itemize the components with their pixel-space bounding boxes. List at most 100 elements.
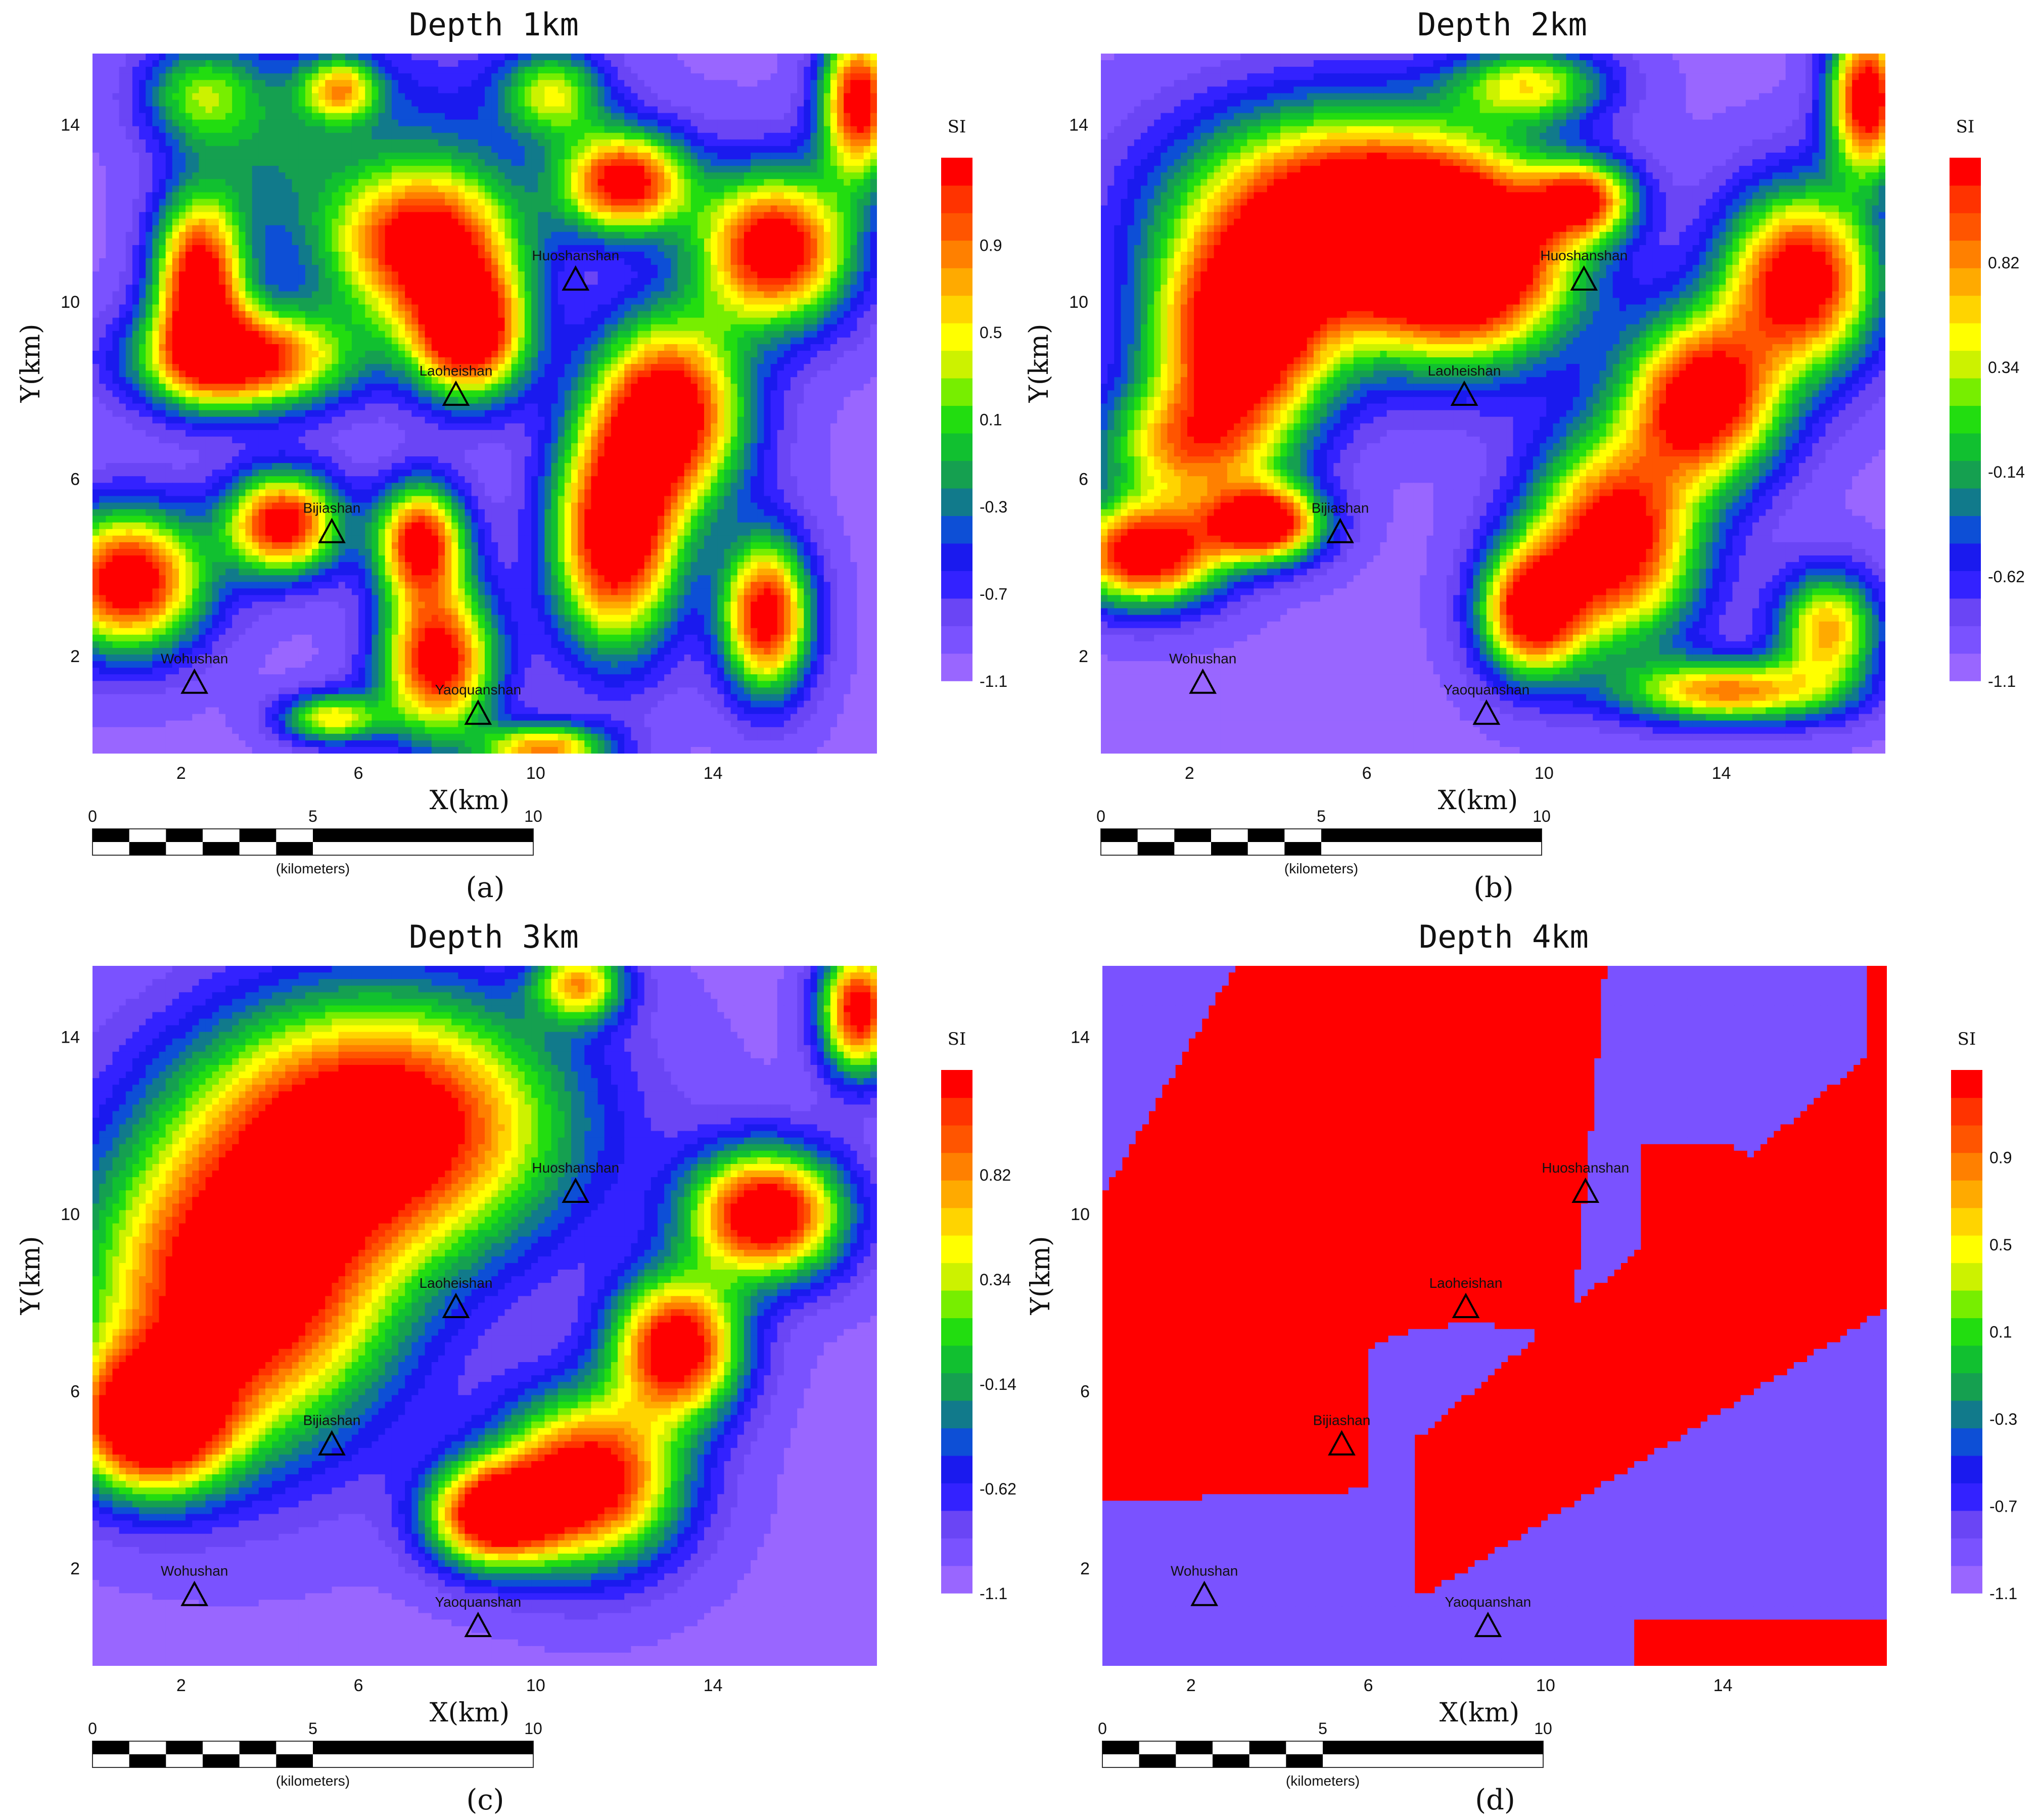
heatmap-cell — [431, 86, 439, 94]
heatmap-cell — [498, 60, 505, 67]
heatmap-cell — [717, 100, 725, 107]
heatmap-cell — [644, 199, 652, 206]
heatmap-cell — [212, 179, 219, 186]
heatmap-cell — [245, 132, 253, 140]
heatmap-cell — [99, 291, 107, 299]
heatmap-cell — [618, 238, 625, 246]
heatmap-cell — [292, 238, 299, 246]
heatmap-cell — [711, 311, 718, 318]
heatmap-cell — [584, 113, 592, 120]
heatmap-cell — [611, 199, 618, 206]
heatmap-cell — [724, 113, 731, 120]
heatmap-cell — [783, 231, 791, 239]
heatmap-cell — [292, 80, 299, 87]
heatmap-cell — [857, 298, 864, 305]
heatmap-cell — [591, 291, 598, 299]
heatmap-cell — [870, 291, 877, 299]
heatmap-cell — [531, 100, 539, 107]
heatmap-cell — [677, 231, 685, 239]
heatmap-cell — [870, 252, 877, 259]
heatmap-cell — [471, 205, 479, 213]
heatmap-cell — [478, 285, 485, 292]
heatmap-cell — [265, 265, 272, 272]
heatmap-cell — [418, 67, 426, 74]
heatmap-cell — [451, 185, 459, 193]
heatmap-cell — [618, 185, 625, 193]
heatmap-cell — [165, 80, 173, 87]
heatmap-cell — [225, 278, 233, 286]
heatmap-cell — [125, 80, 133, 87]
heatmap-cell — [491, 238, 499, 246]
heatmap-cell — [611, 146, 618, 153]
heatmap-cell — [618, 271, 625, 279]
heatmap-cell — [186, 331, 193, 338]
heatmap-cell — [265, 54, 272, 61]
heatmap-cell — [817, 166, 824, 173]
heatmap-cell — [737, 252, 745, 259]
heatmap-cell — [783, 278, 791, 286]
heatmap-cell — [604, 132, 612, 140]
heatmap-cell — [318, 132, 326, 140]
heatmap-cell — [378, 271, 386, 279]
heatmap-cell — [724, 298, 731, 305]
heatmap-cell — [411, 139, 419, 147]
heatmap-cell — [252, 100, 259, 107]
heatmap-cell — [485, 146, 492, 153]
heatmap-cell — [823, 119, 831, 127]
heatmap-cell — [850, 271, 858, 279]
heatmap-cell — [704, 199, 711, 206]
heatmap-cell — [385, 67, 392, 74]
heatmap-cell — [225, 132, 233, 140]
heatmap-cell — [624, 113, 632, 120]
heatmap-cell — [345, 324, 352, 332]
heatmap-cell — [112, 153, 120, 160]
heatmap-cell — [690, 113, 698, 120]
heatmap-cell — [478, 278, 485, 286]
heatmap-cell — [671, 258, 678, 265]
heatmap-cell — [325, 159, 333, 166]
heatmap-cell — [258, 159, 266, 166]
heatmap-cell — [551, 93, 559, 101]
heatmap-cell — [478, 113, 485, 120]
heatmap-cell — [465, 126, 472, 133]
heatmap-cell — [159, 199, 166, 206]
heatmap-cell — [870, 100, 877, 107]
heatmap-cell — [597, 225, 605, 232]
heatmap-cell — [106, 199, 113, 206]
heatmap-cell — [338, 252, 346, 259]
heatmap-cell — [119, 231, 126, 239]
heatmap-cell — [644, 153, 652, 160]
heatmap-cell — [92, 185, 100, 193]
heatmap-cell — [99, 199, 107, 206]
heatmap-cell — [345, 100, 352, 107]
heatmap-cell — [744, 54, 751, 61]
heatmap-cell — [764, 73, 771, 81]
heatmap-cell — [558, 86, 565, 94]
heatmap-cell — [265, 271, 272, 279]
heatmap-cell — [804, 67, 811, 74]
heatmap-cell — [844, 159, 851, 166]
heatmap-cell — [378, 291, 386, 299]
heatmap-cell — [192, 179, 200, 186]
heatmap-cell — [425, 86, 432, 94]
heatmap-cell — [192, 258, 200, 265]
heatmap-cell — [186, 199, 193, 206]
heatmap-cell — [724, 146, 731, 153]
heatmap-cell — [152, 153, 160, 160]
heatmap-cell — [690, 225, 698, 232]
heatmap-cell — [292, 153, 299, 160]
heatmap-cell — [172, 304, 179, 312]
heatmap-cell — [112, 80, 120, 87]
heatmap-cell — [351, 185, 359, 193]
heatmap-cell — [791, 311, 798, 318]
heatmap-cell — [425, 60, 432, 67]
heatmap-cell — [351, 139, 359, 147]
heatmap-cell — [186, 271, 193, 279]
heatmap-cell — [365, 93, 373, 101]
heatmap-cell — [398, 67, 405, 74]
heatmap-cell — [830, 304, 838, 312]
heatmap-cell — [624, 139, 632, 147]
heatmap-cell — [797, 304, 805, 312]
heatmap-cell — [146, 126, 153, 133]
heatmap-cell — [365, 212, 373, 219]
